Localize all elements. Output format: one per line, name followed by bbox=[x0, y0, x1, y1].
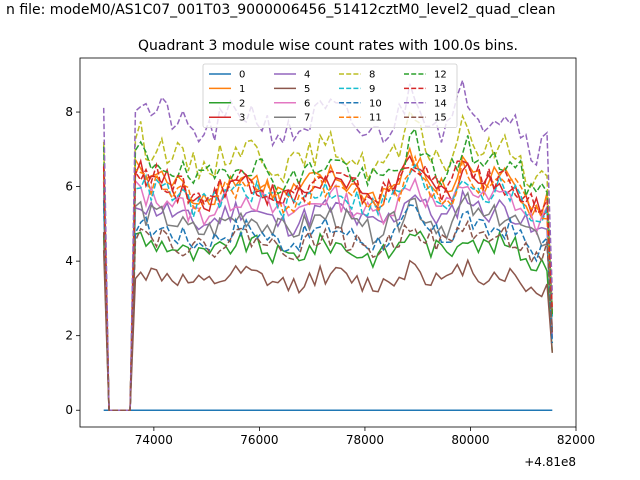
x-tick-label: 82000 bbox=[557, 433, 595, 447]
series-line-3 bbox=[102, 154, 554, 411]
legend-label-13: 13 bbox=[434, 84, 447, 95]
x-offset-label: +4.81e8 bbox=[524, 455, 576, 469]
series-line-1 bbox=[102, 146, 554, 411]
legend-box bbox=[202, 63, 458, 128]
legend-label-6: 6 bbox=[304, 98, 310, 109]
legend-label-10: 10 bbox=[369, 98, 382, 109]
legend-label-5: 5 bbox=[304, 84, 310, 95]
x-tick-label: 80000 bbox=[451, 433, 489, 447]
series-line-9 bbox=[102, 163, 554, 411]
series-line-15 bbox=[102, 219, 554, 411]
x-tick-label: 76000 bbox=[240, 433, 278, 447]
plot-area bbox=[102, 77, 554, 411]
x-axis: 74000 76000 78000 80000 82000 bbox=[135, 427, 595, 447]
series-line-13 bbox=[102, 160, 554, 411]
legend-label-9: 9 bbox=[369, 84, 375, 95]
y-tick-label: 6 bbox=[65, 180, 73, 194]
x-tick-label: 74000 bbox=[135, 433, 173, 447]
x-tick-label: 78000 bbox=[346, 433, 384, 447]
y-tick-label: 8 bbox=[65, 105, 73, 119]
series-line-6 bbox=[102, 177, 554, 411]
series-line-14 bbox=[102, 77, 554, 411]
legend-label-12: 12 bbox=[434, 70, 447, 81]
legend-label-2: 2 bbox=[239, 98, 245, 109]
series-line-8 bbox=[102, 109, 554, 411]
y-tick-label: 4 bbox=[65, 254, 73, 268]
series-line-4 bbox=[102, 181, 554, 411]
figure-suptitle: n file: modeM0/AS1C07_001T03_9000006456_… bbox=[6, 2, 555, 18]
series-line-10 bbox=[102, 200, 554, 411]
legend-label-8: 8 bbox=[369, 70, 375, 81]
chart-title: Quadrant 3 module wise count rates with … bbox=[138, 38, 518, 54]
series-line-7 bbox=[102, 191, 554, 411]
legend-label-7: 7 bbox=[304, 113, 310, 124]
legend-label-14: 14 bbox=[434, 98, 447, 109]
legend-label-15: 15 bbox=[434, 113, 447, 124]
legend-label-11: 11 bbox=[369, 113, 382, 124]
series-line-11 bbox=[102, 154, 554, 411]
y-tick-label: 0 bbox=[65, 403, 73, 417]
series-line-2 bbox=[102, 230, 554, 411]
y-axis: 0 2 4 6 8 bbox=[65, 105, 80, 417]
series-line-5 bbox=[102, 250, 554, 411]
legend-label-1: 1 bbox=[239, 84, 245, 95]
axes-frame bbox=[79, 57, 577, 428]
legend-label-4: 4 bbox=[304, 70, 310, 81]
y-tick-label: 2 bbox=[65, 329, 73, 343]
series-line-12 bbox=[102, 127, 554, 411]
legend-label-0: 0 bbox=[239, 70, 245, 81]
legend-label-3: 3 bbox=[239, 113, 245, 124]
